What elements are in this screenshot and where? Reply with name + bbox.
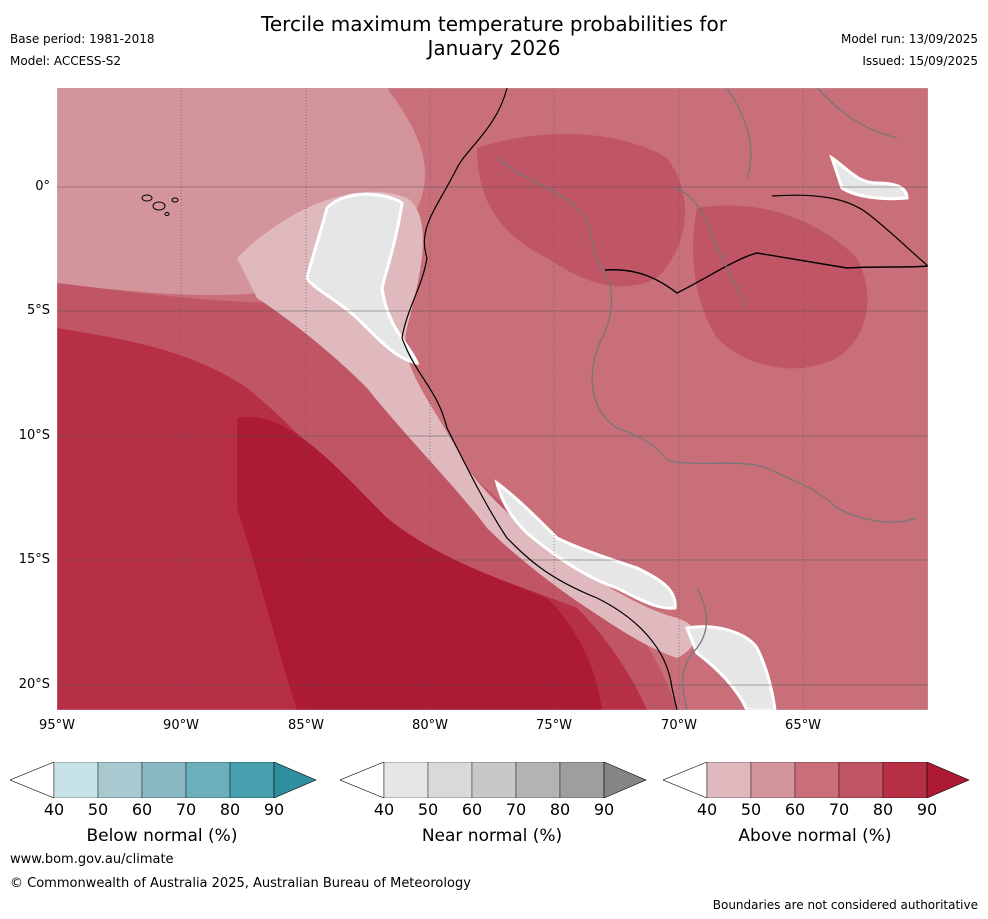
cb-above-seg-5 <box>882 762 928 798</box>
colorbar-above <box>663 762 970 798</box>
cb-near-max-arrow <box>603 762 647 798</box>
cb-below-max-arrow <box>273 762 317 798</box>
cb-below-label: Below normal (%) <box>86 826 238 846</box>
cb-below-seg-2 <box>97 762 143 798</box>
field-70-80-east <box>693 205 868 369</box>
model-run: Model run: 13/09/2025 <box>840 32 978 46</box>
lat-tick-5s: 5°S <box>26 303 50 318</box>
cb-near-tick: 40 <box>373 800 395 819</box>
cb-near-min-arrow <box>340 762 385 798</box>
cb-near-label: Near normal (%) <box>421 826 563 846</box>
lat-tick-0: 0° <box>35 179 50 194</box>
galapagos-islands <box>141 194 179 216</box>
lat-tick-20s: 20°S <box>18 677 50 692</box>
probability-map <box>57 88 928 710</box>
lon-tick-75w: 75°W <box>536 718 572 733</box>
lon-tick-80w: 80°W <box>412 718 448 733</box>
amazon-river <box>604 252 928 294</box>
cb-near-seg-5 <box>559 762 605 798</box>
cb-near-seg-4 <box>515 762 561 798</box>
cb-below-tick: 40 <box>43 800 65 819</box>
cb-above-tick: 90 <box>916 800 938 819</box>
near-normal-50-60-south <box>494 479 677 610</box>
website-link[interactable]: www.bom.gov.au/climate <box>10 852 174 867</box>
cb-below-seg-5 <box>229 762 275 798</box>
map-title: Tercile maximum temperature probabilitie… <box>0 12 988 60</box>
lat-tick-10s: 10°S <box>18 428 50 443</box>
title-line-2: January 2026 <box>427 36 561 60</box>
cb-near-tick: 90 <box>593 800 615 819</box>
cb-near-tick: 80 <box>549 800 571 819</box>
cb-above-tick: 60 <box>784 800 806 819</box>
cb-above-tick: 50 <box>740 800 762 819</box>
cb-above-min-arrow <box>663 762 708 798</box>
cb-above-tick: 70 <box>828 800 850 819</box>
cb-near-tick: 60 <box>461 800 483 819</box>
field-90-core <box>237 416 602 710</box>
lat-tick-15s: 15°S <box>18 552 50 567</box>
cb-near-seg-1 <box>383 762 429 798</box>
cb-near-seg-3 <box>471 762 517 798</box>
base-period: Base period: 1981-2018 <box>10 32 155 46</box>
graticule <box>57 88 928 710</box>
cb-below-min-arrow <box>10 762 55 798</box>
meta-right: Model run: 13/09/2025 Issued: 15/09/2025 <box>841 28 978 72</box>
cb-above-seg-2 <box>750 762 796 798</box>
cb-above-seg-4 <box>838 762 884 798</box>
lon-tick-70w: 70°W <box>661 718 697 733</box>
cb-below-tick: 90 <box>263 800 285 819</box>
cb-below-tick: 60 <box>131 800 153 819</box>
disclaimer: Boundaries are not considered authoritat… <box>712 898 978 912</box>
cb-below-seg-4 <box>185 762 231 798</box>
coastline <box>401 88 678 710</box>
cb-above-max-arrow <box>926 762 970 798</box>
copyright: © Commonwealth of Australia 2025, Austra… <box>10 876 471 891</box>
title-line-1: Tercile maximum temperature probabilitie… <box>261 12 727 36</box>
model-name: Model: ACCESS-S2 <box>10 54 122 68</box>
near-normal-50-60-ne <box>829 154 909 201</box>
cb-below-tick: 80 <box>219 800 241 819</box>
country-borders <box>496 88 918 710</box>
lon-tick-95w: 95°W <box>39 718 75 733</box>
cb-above-seg-1 <box>706 762 752 798</box>
cb-above-seg-3 <box>794 762 840 798</box>
cb-near-seg-2 <box>427 762 473 798</box>
lon-tick-90w: 90°W <box>163 718 199 733</box>
lon-tick-65w: 65°W <box>785 718 821 733</box>
lon-tick-85w: 85°W <box>288 718 324 733</box>
cb-below-tick: 70 <box>175 800 197 819</box>
cb-below-tick: 50 <box>87 800 109 819</box>
northern-river <box>771 194 928 267</box>
cb-below-seg-1 <box>53 762 99 798</box>
cb-near-tick: 70 <box>505 800 527 819</box>
near-normal-50-60-north <box>305 192 420 365</box>
field-70-80-inland <box>477 134 686 287</box>
issued-date: Issued: 15/09/2025 <box>862 54 978 68</box>
cb-above-label: Above normal (%) <box>738 826 892 846</box>
meta-left: Base period: 1981-2018 Model: ACCESS-S2 <box>10 28 155 72</box>
cb-near-tick: 50 <box>417 800 439 819</box>
cb-below-seg-3 <box>141 762 187 798</box>
cb-above-tick: 80 <box>872 800 894 819</box>
colorbar-near <box>340 762 647 798</box>
colorbar-below <box>10 762 317 798</box>
cb-above-tick: 40 <box>696 800 718 819</box>
